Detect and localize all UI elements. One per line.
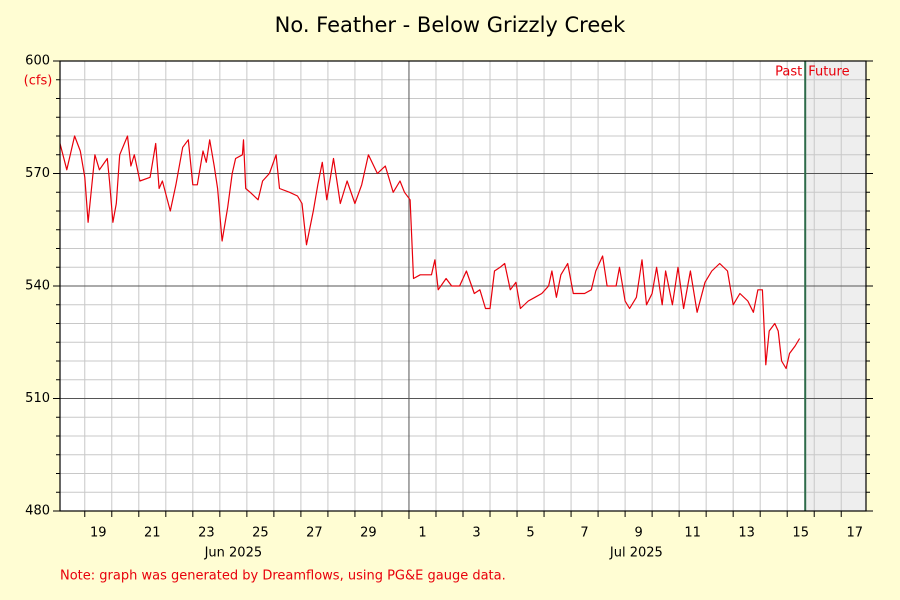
x-tick-label: 1 [418,526,426,541]
x-tick-label: 11 [684,526,701,541]
x-tick-label: 15 [792,526,809,541]
past-label: Past [775,65,802,80]
x-tick-label: 9 [634,526,642,541]
y-tick-label: 570 [25,166,50,181]
x-tick-label: 23 [198,526,215,541]
y-unit: (cfs) [24,74,53,89]
x-tick-label: 29 [360,526,377,541]
x-month-label: Jun 2025 [204,546,263,561]
y-tick-label: 540 [25,279,50,294]
x-month-label: Jul 2025 [609,546,663,561]
x-tick-label: 27 [306,526,323,541]
grid [53,60,873,519]
y-tick-label: 600 [25,54,50,69]
x-tick-label: 7 [580,526,588,541]
marks [59,61,807,511]
x-tick-label: 13 [738,526,755,541]
x-tick-label: 25 [252,526,269,541]
plot-frame [59,60,867,512]
x-tick-label: 17 [846,526,863,541]
x-tick-label: 21 [144,526,161,541]
chart-title: No. Feather - Below Grizzly Creek [275,13,627,37]
x-tick-label: 19 [90,526,107,541]
note: Note: graph was generated by Dreamflows,… [60,569,506,584]
x-tick-label: 3 [472,526,480,541]
future-label: Future [808,65,849,80]
y-tick-label: 480 [25,504,50,519]
x-tick-label: 5 [526,526,534,541]
data-line [59,135,801,370]
y-tick-label: 510 [25,391,50,406]
